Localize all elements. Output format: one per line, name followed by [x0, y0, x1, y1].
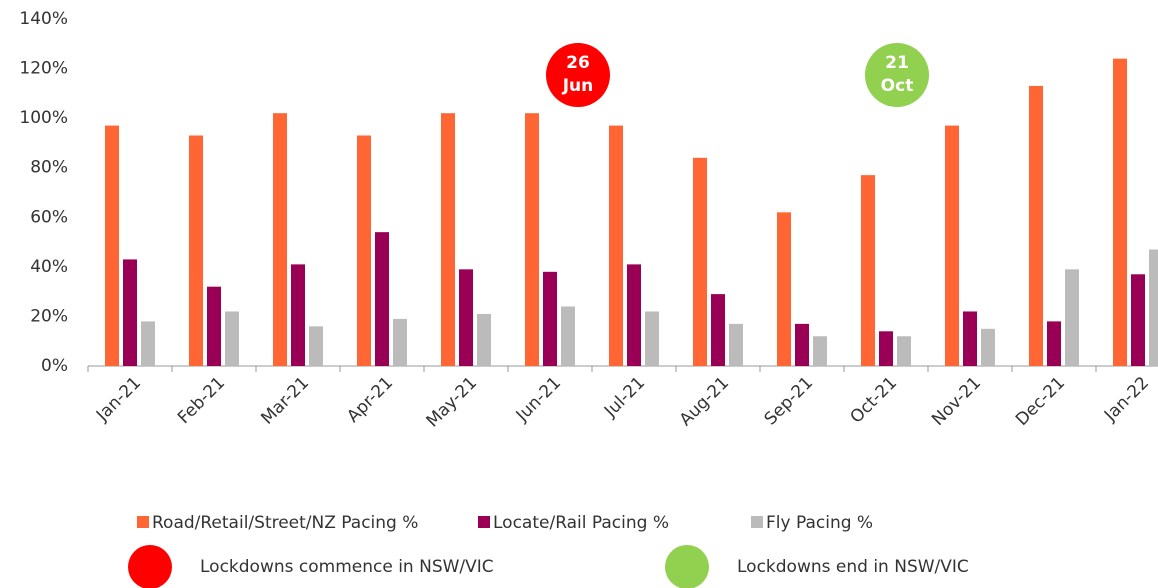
bar: [963, 311, 977, 366]
bar: [309, 326, 323, 366]
bar: [105, 125, 119, 366]
x-tick-label: Apr-21: [343, 373, 397, 427]
bar: [645, 311, 659, 366]
bar: [459, 269, 473, 366]
y-tick-label: 80%: [30, 158, 68, 178]
bar: [207, 286, 221, 366]
x-tick-label: Mar-21: [257, 373, 313, 429]
bar: [225, 311, 239, 366]
annotation-marker: [546, 43, 610, 107]
x-tick-label: Jul-21: [600, 373, 649, 422]
legend-swatch: [137, 516, 149, 528]
y-tick-label: 40%: [30, 257, 68, 277]
y-tick-label: 100%: [19, 108, 68, 128]
x-tick-label: May-21: [423, 373, 481, 431]
bar: [291, 264, 305, 366]
x-tick-label: Jun-21: [512, 373, 565, 426]
legend-marker: [665, 545, 709, 588]
x-tick-label: Feb-21: [174, 373, 229, 428]
bar: [561, 306, 575, 366]
bar: [477, 313, 491, 366]
bar: [123, 259, 137, 366]
bar: [981, 328, 995, 366]
legend-swatch: [751, 516, 763, 528]
bar: [1065, 269, 1079, 366]
bar: [609, 125, 623, 366]
bar: [693, 157, 707, 366]
bar: [729, 323, 743, 366]
bar: [543, 271, 557, 366]
annotation-text: Oct: [881, 76, 914, 96]
annotation-text: 21: [885, 53, 909, 73]
annotation-text: Jun: [562, 76, 594, 96]
bar: [879, 331, 893, 366]
bar: [141, 321, 155, 366]
x-tick-label: Sep-21: [761, 373, 817, 429]
x-tick-label: Jan-21: [92, 373, 145, 426]
x-tick-label: Oct-21: [847, 373, 902, 428]
x-tick-label: Aug-21: [676, 373, 733, 430]
bar: [897, 336, 911, 366]
bar: [357, 135, 371, 366]
bar: [861, 175, 875, 366]
legend-swatch: [478, 516, 490, 528]
bar: [945, 125, 959, 366]
bar: [777, 212, 791, 366]
bar: [393, 318, 407, 366]
y-tick-label: 0%: [41, 356, 68, 376]
bar: [813, 336, 827, 366]
legend-label: Road/Retail/Street/NZ Pacing %: [152, 513, 418, 533]
legend-label: Fly Pacing %: [766, 513, 873, 533]
legend-label: Locate/Rail Pacing %: [493, 513, 669, 533]
bar: [525, 113, 539, 366]
x-tick-label: Nov-21: [928, 373, 985, 430]
legend-marker: [128, 545, 172, 588]
bar: [1029, 85, 1043, 367]
bar: [795, 323, 809, 366]
x-tick-label: Dec-21: [1012, 373, 1069, 430]
annotation-text: 26: [566, 53, 590, 73]
y-tick-label: 140%: [19, 9, 68, 29]
y-tick-label: 20%: [30, 306, 68, 326]
bar: [273, 113, 287, 366]
bar: [1149, 249, 1158, 366]
bar: [375, 232, 389, 366]
legend-label: Lockdowns commence in NSW/VIC: [200, 557, 494, 577]
bar: [1047, 321, 1061, 366]
annotation-marker: [865, 43, 929, 107]
legend-label: Lockdowns end in NSW/VIC: [737, 557, 969, 577]
bar: [1113, 58, 1127, 367]
y-tick-label: 60%: [30, 207, 68, 227]
bar: [189, 135, 203, 366]
bar: [627, 264, 641, 366]
bar: [711, 294, 725, 366]
x-tick-label: Jan-22: [1100, 373, 1153, 426]
y-tick-label: 120%: [19, 59, 68, 79]
bar: [441, 113, 455, 366]
bar: [1131, 274, 1145, 366]
